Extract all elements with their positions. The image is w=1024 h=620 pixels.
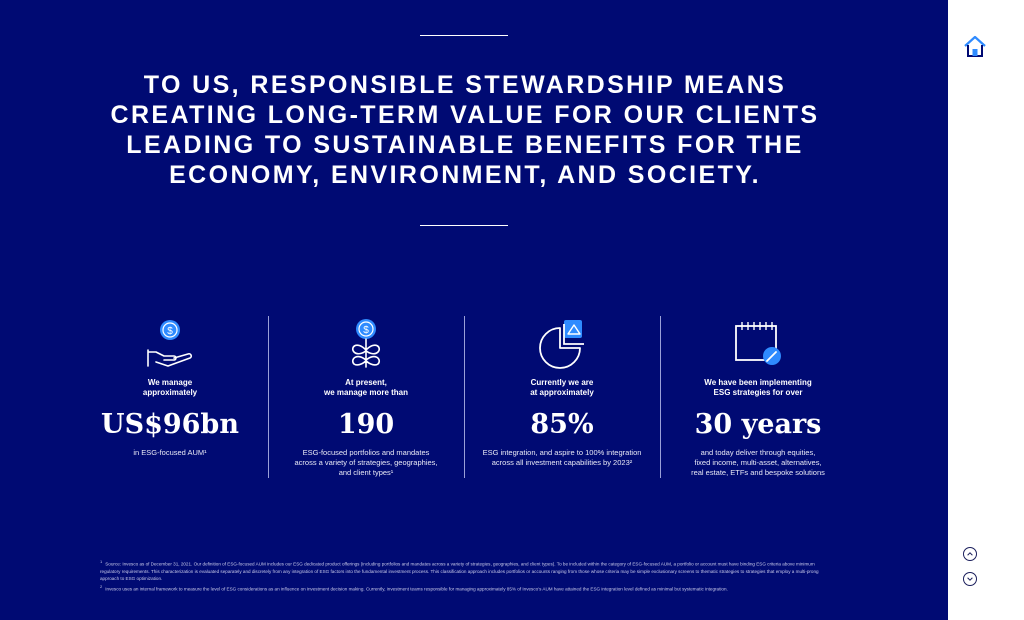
footnote-marker: 2 [100, 584, 103, 590]
headline-line: TO US, RESPONSIBLE STEWARDSHIP MEANS [143, 71, 787, 99]
next-page-button[interactable] [963, 572, 977, 586]
top-divider [420, 35, 508, 36]
headline-line: ECONOMY, ENVIRONMENT, AND SOCIETY. [169, 161, 761, 189]
plant-dollar-icon: $ [351, 319, 381, 368]
stat-label: We manage approximately [142, 378, 198, 397]
footnote-marker: 1 [100, 559, 103, 564]
stat-value: US$96bn [101, 409, 239, 440]
previous-page-button[interactable] [963, 547, 977, 561]
stat-value: 190 [337, 409, 395, 440]
chevron-down-icon [967, 577, 973, 581]
stat-value: 30 years [694, 409, 822, 440]
slide: TO US, RESPONSIBLE STEWARDSHIP MEANS CRE… [0, 0, 948, 620]
pie-chart-icon [539, 320, 584, 369]
stat-description: ESG integration, and aspire to 100% inte… [482, 448, 642, 467]
hand-dollar-icon: $ [147, 320, 193, 367]
headline-line: LEADING TO SUSTAINABLE BENEFITS FOR THE [126, 131, 804, 159]
footnote: 2Invesco uses an internal framework to m… [100, 583, 828, 593]
stat-description: ESG-focused portfolios and mandates acro… [294, 448, 438, 477]
footnote: 1Source: Invesco as of December 31, 2021… [100, 558, 828, 582]
svg-text:$: $ [363, 325, 369, 336]
home-icon [964, 35, 986, 57]
headline-line: CREATING LONG-TERM VALUE FOR OUR CLIENTS [110, 101, 820, 129]
column-divider [464, 316, 465, 478]
column-divider [660, 316, 661, 478]
stat-label: We have been implementing ESG strategies… [704, 378, 812, 397]
stat-label: Currently we are at approximately [530, 378, 594, 397]
calendar-icon [735, 322, 781, 365]
footnote-text: Invesco uses an internal framework to me… [105, 586, 728, 592]
column-divider [268, 316, 269, 478]
home-button[interactable] [962, 34, 988, 60]
footnotes: 1Source: Invesco as of December 31, 2021… [100, 558, 828, 594]
bottom-divider [420, 225, 508, 226]
stat-value: 85% [530, 409, 594, 440]
stat-description: and today deliver through equities, fixe… [691, 448, 825, 477]
chevron-up-icon [967, 552, 973, 556]
headline: TO US, RESPONSIBLE STEWARDSHIP MEANS CRE… [40, 70, 890, 190]
stat-label: At present, we manage more than [323, 378, 409, 397]
stat-description: in ESG-focused AUM¹ [133, 448, 207, 457]
svg-text:$: $ [167, 326, 173, 337]
footnote-text: Source: Invesco as of December 31, 2021.… [100, 561, 819, 581]
